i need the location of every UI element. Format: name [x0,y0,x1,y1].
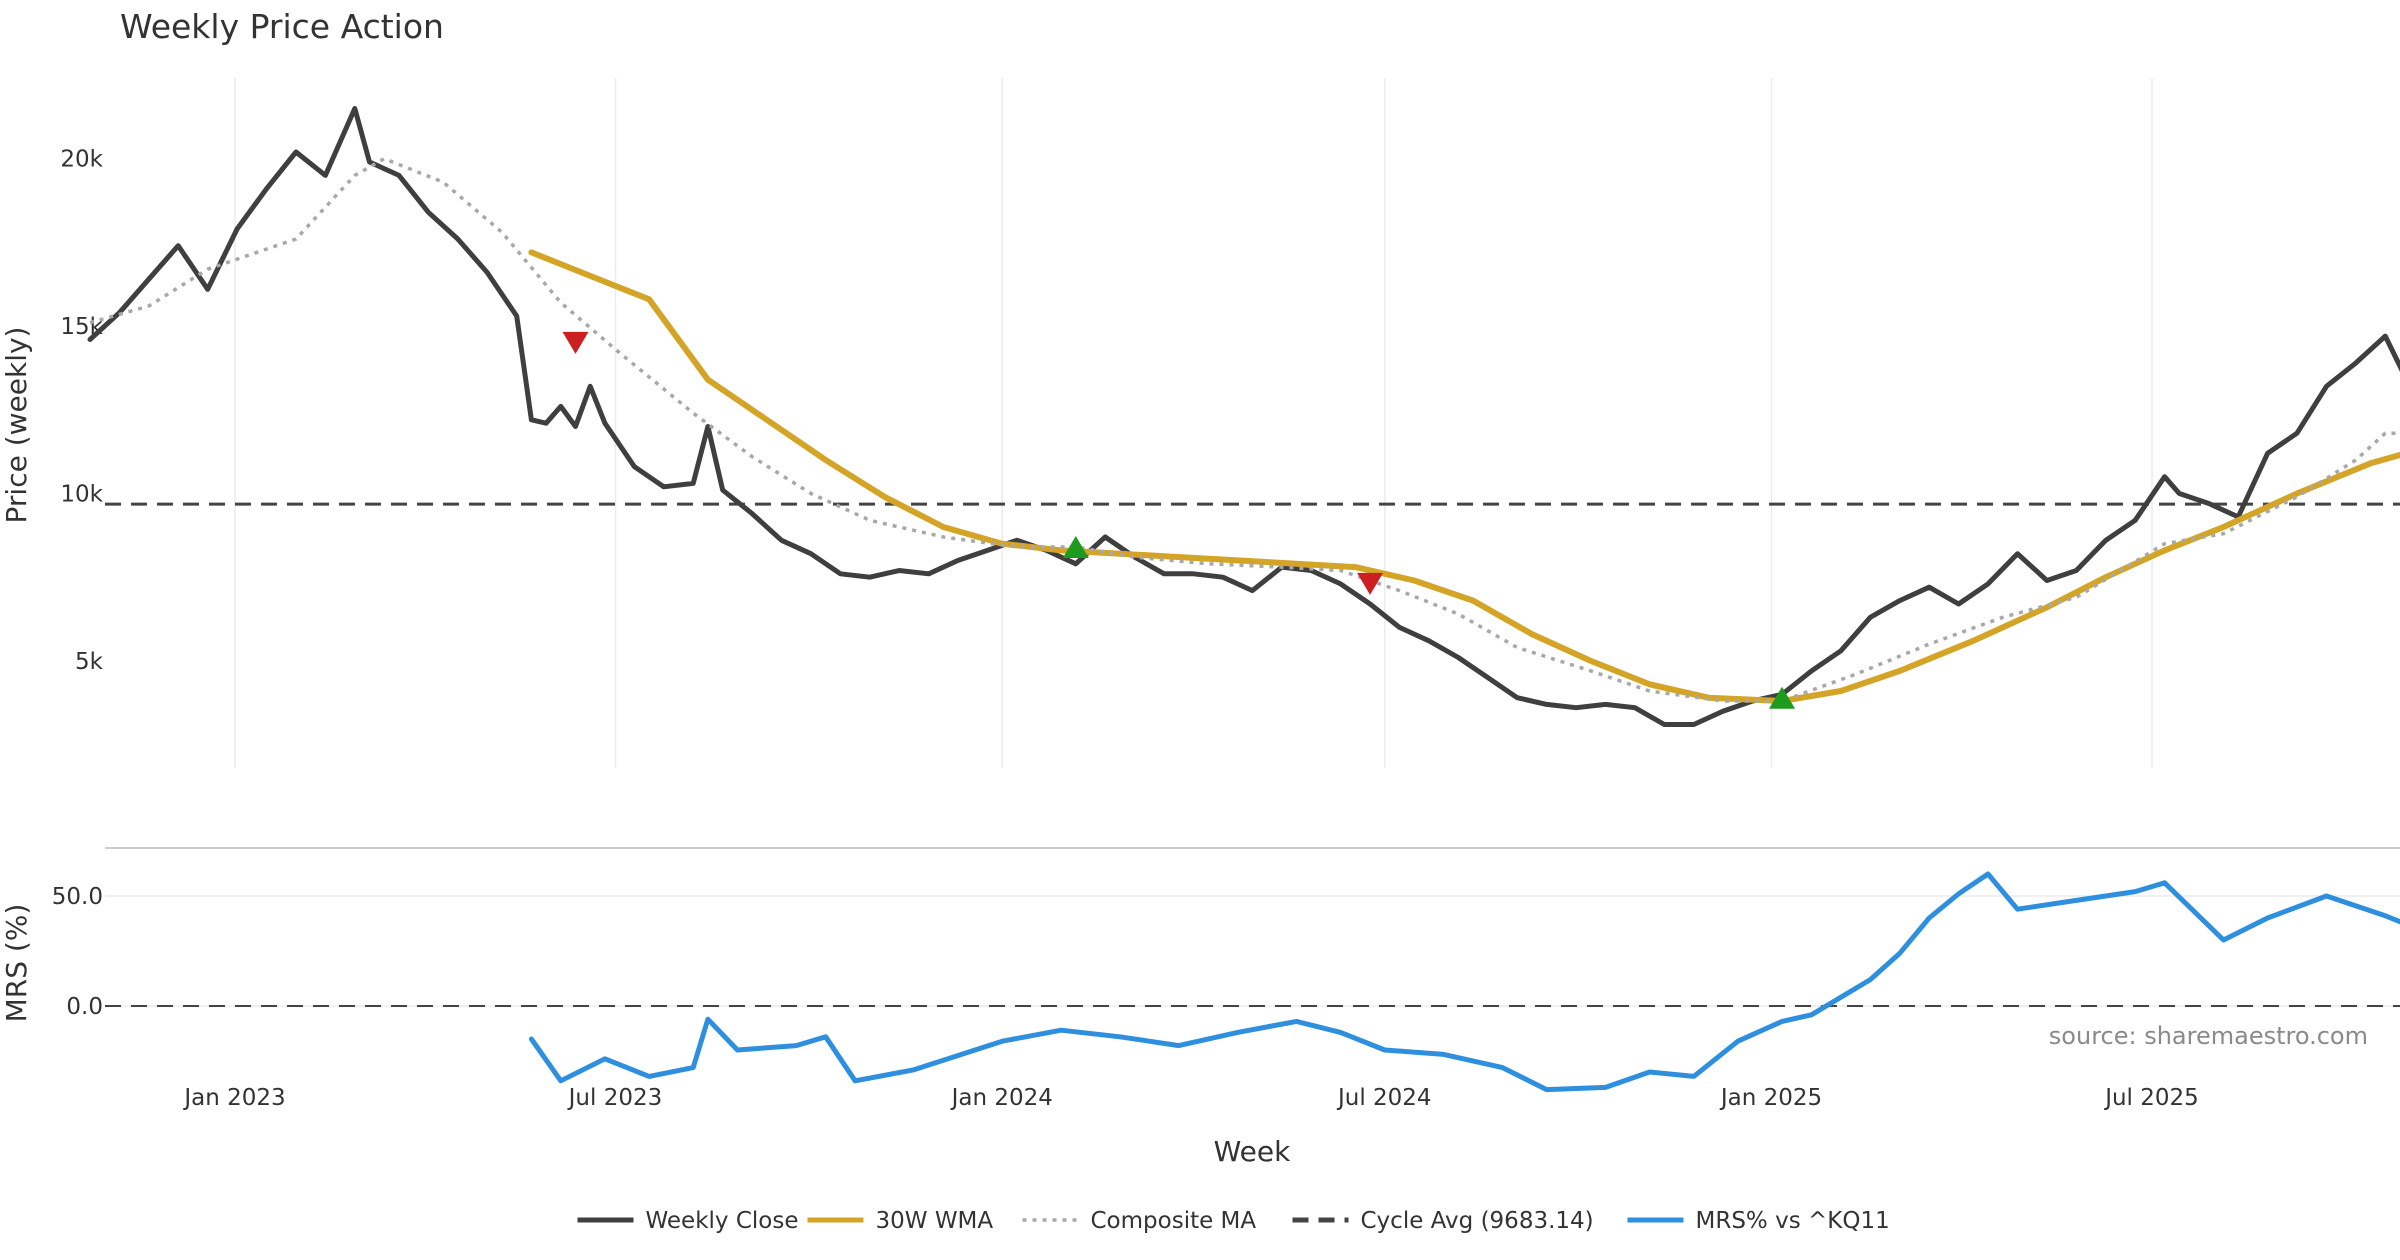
sell-signal-marker [1357,572,1384,595]
buy-signal-marker [1062,536,1089,559]
legend-item[interactable]: Weekly Close [577,1208,799,1234]
sell-signal-marker [562,331,589,354]
mrs-y-tick-label: 0.0 [66,994,103,1020]
mrs-panel: MRS (%) 50.0 0.0 source: sharemaestro.com [0,871,2400,1093]
price-y-tick-label: 20k [60,147,103,173]
mrs-line [528,871,2400,1093]
x-axis-ticks: Jan 2023 Jul 2023 Jan 2024 Jul 2024 Jan 2025… [182,1085,2198,1111]
price-series [87,106,2400,727]
legend-item[interactable]: Cycle Avg (9683.14) [1292,1208,1594,1234]
legend-item[interactable]: Composite MA [1022,1208,1257,1234]
legend-label: Composite MA [1091,1208,1257,1234]
price-y-axis-title: Price (weekly) [0,327,33,524]
legend-label: Cycle Avg (9683.14) [1361,1208,1594,1234]
mrs-y-axis-title: MRS (%) [0,904,33,1023]
legend[interactable]: Weekly Close 30W WMA Composite MA Cycle Avg… [577,1208,1890,1234]
x-tick-label: Jul 2023 [567,1085,663,1111]
price-y-tick-label: 5k [75,649,104,675]
wma-30w-line [528,249,2400,704]
price-y-tick-label: 10k [60,481,103,507]
buy-signal-marker [1769,686,1796,709]
legend-item[interactable]: 30W WMA [807,1208,994,1234]
signal-markers [562,331,1796,709]
legend-label: MRS% vs ^KQ11 [1696,1208,1890,1234]
legend-item[interactable]: MRS% vs ^KQ11 [1627,1208,1890,1234]
chart-title: Weekly Price Action [120,7,444,46]
x-tick-label: Jul 2025 [2103,1085,2199,1111]
source-note: source: sharemaestro.com [2049,1022,2368,1050]
weekly-close-line [87,106,2400,727]
x-tick-label: Jan 2023 [182,1085,285,1111]
composite-ma-line [89,156,2400,703]
x-tick-label: Jan 2025 [1719,1085,1822,1111]
vertical-gridlines [234,78,2153,768]
mrs-y-tick-label: 50.0 [52,884,103,910]
x-tick-label: Jul 2024 [1336,1085,1432,1111]
mrs-series [528,871,2400,1093]
x-axis-title: Week [1214,1135,1291,1168]
legend-label: Weekly Close [646,1208,799,1234]
x-tick-label: Jan 2024 [950,1085,1053,1111]
legend-label: 30W WMA [876,1208,994,1234]
